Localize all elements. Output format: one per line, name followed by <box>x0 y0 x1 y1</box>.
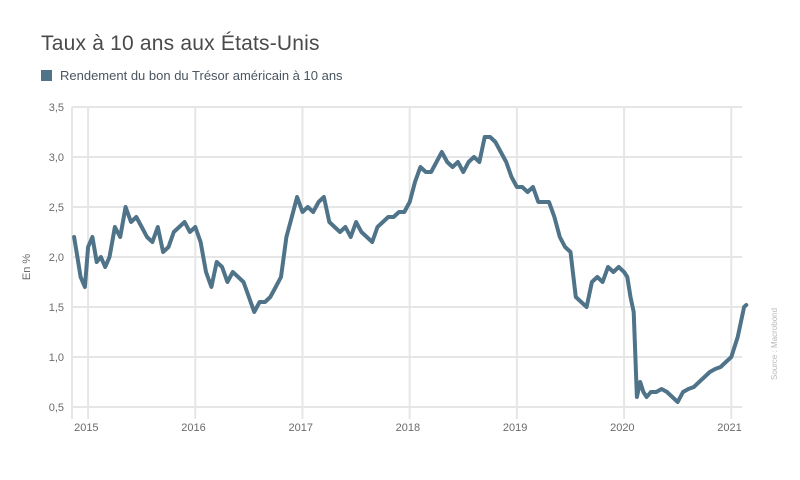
y-axis: 0,5 1,0 1,5 2,0 2,5 3,0 3,5 <box>49 102 64 414</box>
x-tick-label: 2020 <box>610 422 634 434</box>
legend: Rendement du bon du Trésor américain à 1… <box>41 68 343 83</box>
x-tick-label: 2018 <box>396 422 420 434</box>
x-tick-label: 2016 <box>181 422 205 434</box>
x-tick-label: 2019 <box>503 422 527 434</box>
y-tick-label: 3,0 <box>49 152 64 164</box>
y-tick-label: 1,5 <box>49 302 64 314</box>
y-tick-label: 2,5 <box>49 202 64 214</box>
x-tick-label: 2017 <box>288 422 312 434</box>
y-axis-label: En % <box>21 254 33 281</box>
chart-title: Taux à 10 ans aux États-Unis <box>41 32 320 55</box>
y-tick-label: 1,0 <box>49 352 64 364</box>
x-tick-label: 2015 <box>74 422 98 434</box>
x-axis: 2015 2016 2017 2018 2019 2020 2021 <box>74 422 742 434</box>
y-tick-label: 0,5 <box>49 402 64 414</box>
series-line <box>72 135 749 404</box>
grid <box>71 106 742 419</box>
y-tick-label: 2,0 <box>49 252 64 264</box>
legend-label: Rendement du bon du Trésor américain à 1… <box>60 68 343 83</box>
y-tick-label: 3,5 <box>49 102 64 114</box>
x-tick-label: 2021 <box>717 422 741 434</box>
legend-swatch <box>41 70 52 81</box>
